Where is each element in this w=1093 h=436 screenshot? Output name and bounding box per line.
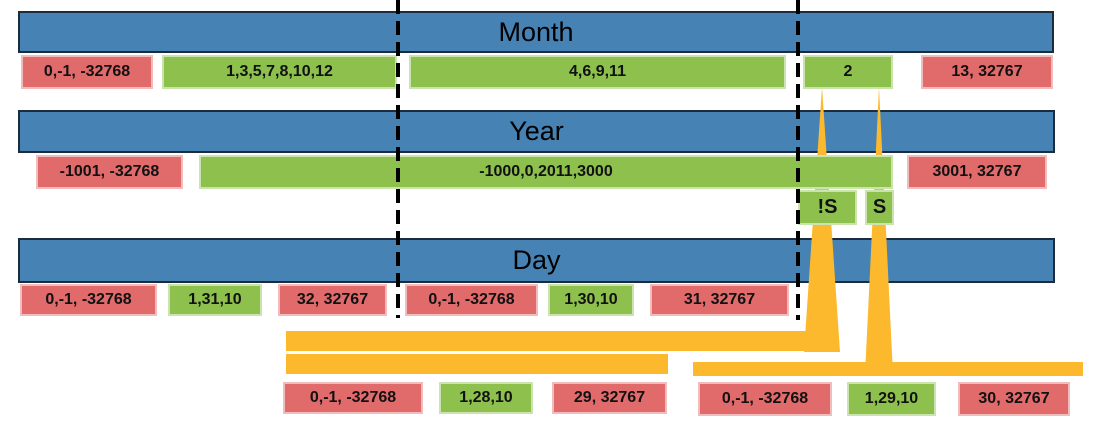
month-partition-invalid-low: 0,-1, -32768 [21,55,153,89]
day-partition-valid-1-31: 1,31,10 [168,284,262,316]
month-partition-invalid-high: 13, 32767 [921,55,1053,89]
feb29-partition-valid-1-29: 1,29,10 [847,382,936,416]
divider-dashed-line-left [396,0,400,318]
month-partition-valid-31day-months: 1,3,5,7,8,10,12 [162,55,397,89]
day-partition-valid-1-30: 1,30,10 [548,284,634,316]
month-bar: Month [18,11,1054,53]
month-partition-valid-30day-months: 4,6,9,11 [409,55,786,89]
feb28-partition-invalid-high: 29, 32767 [552,382,667,414]
month-bar-title: Month [498,16,574,47]
year-bar: Year [18,110,1055,153]
not-leap-connector-bar-lower [286,354,668,374]
feb29-partition-invalid-low: 0,-1, -32768 [698,382,832,416]
leap-flag-box: S [865,190,894,225]
feb28-partition-invalid-low: 0,-1, -32768 [283,382,423,414]
year-partition-invalid-high: 3001, 32767 [907,155,1047,189]
divider-dashed-line-right [796,0,800,320]
day-partition-invalid-high-30: 31, 32767 [650,284,789,316]
leap-funnel-spike [865,87,893,374]
day-partition-invalid-high-31: 32, 32767 [278,284,387,316]
year-bar-title: Year [509,116,564,146]
feb29-partition-invalid-high: 30, 32767 [958,382,1070,416]
day-partition-invalid-low-31: 0,-1, -32768 [20,284,157,316]
day-bar-title: Day [512,245,561,275]
feb28-partition-valid-1-28: 1,28,10 [439,382,533,414]
leap-connector-bar [693,362,1083,376]
year-partition-valid-range: -1000,0,2011,3000 [199,155,893,189]
not-leap-flag-box: !S [798,190,857,225]
day-partition-invalid-low-30: 0,-1, -32768 [405,284,538,316]
year-partition-invalid-low: -1001, -32768 [36,155,183,189]
month-partition-valid-february: 2 [803,55,893,89]
not-leap-connector-bar-upper [286,331,838,351]
